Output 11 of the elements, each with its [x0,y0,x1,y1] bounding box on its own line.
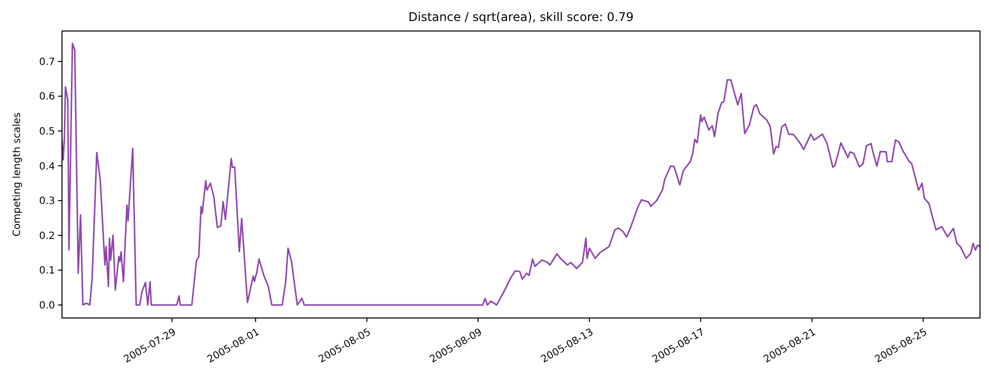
y-tick-label: 0.4 [39,161,55,172]
y-tick-label: 0.7 [39,56,55,68]
y-axis-title: Competing length scales [12,112,23,236]
y-tick-label: 0.1 [39,266,55,277]
chart-title: Distance / sqrt(area), skill score: 0.79 [408,10,634,24]
y-tick-label: 0.5 [39,126,55,138]
y-tick-label: 0.2 [39,230,55,242]
y-tick-label: 0.3 [39,196,55,208]
y-tick-label: 0.0 [39,300,55,312]
line-series [62,42,980,306]
y-tick-label: 0.6 [39,92,55,103]
